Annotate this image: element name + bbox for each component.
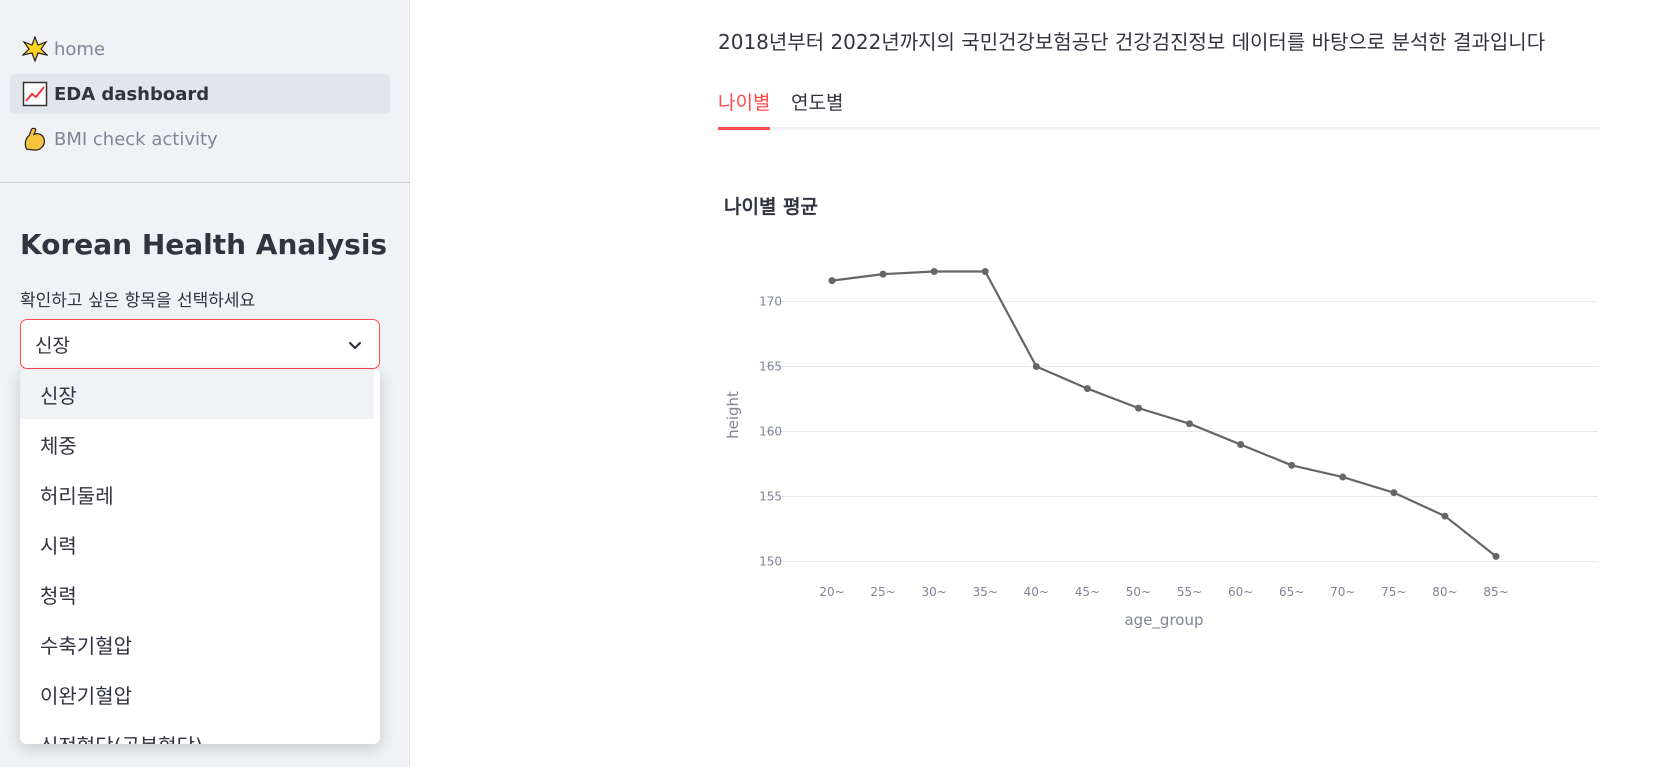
main-content: 2018년부터 2022년까지의 국민건강보험공단 건강검진정보 데이터를 바탕…	[410, 0, 1677, 767]
select-dropdown: 신장 체중 허리둘레 시력 청력 수축기혈압 이완기혈압 식전혈당(공복혈당)	[20, 369, 380, 744]
line-chart: 150 155 160 165 170 20~ 25~ 30~ 35~ 40~ 45~ 50~ 55~ 6…	[724, 268, 1598, 630]
x-tick-label: 35~	[973, 585, 998, 599]
data-point	[1032, 362, 1040, 370]
sidebar-nav: home EDA dashboard BMI check activity	[10, 29, 390, 164]
sidebar: home EDA dashboard BMI check activity Ko…	[0, 0, 410, 767]
nav-item-eda-dashboard[interactable]: EDA dashboard	[10, 74, 390, 114]
dropdown-option[interactable]: 신장	[20, 369, 374, 419]
y-tick-label: 170	[759, 294, 782, 308]
x-tick-label: 30~	[921, 585, 946, 599]
dropdown-option[interactable]: 체중	[40, 433, 77, 458]
data-point	[1083, 385, 1091, 393]
y-tick-label: 150	[759, 555, 782, 569]
y-tick-label: 155	[759, 490, 782, 504]
x-tick-label: 55~	[1177, 585, 1202, 599]
chart-title: 나이별 평균	[724, 196, 819, 218]
data-point	[1441, 512, 1449, 520]
data-point	[1237, 441, 1245, 449]
data-point	[1339, 473, 1347, 481]
dropdown-option[interactable]: 시력	[40, 533, 77, 558]
sidebar-divider	[0, 182, 410, 183]
flexed-biceps-icon	[22, 126, 48, 152]
data-point	[1134, 404, 1142, 412]
nav-item-bmi-check-activity[interactable]: BMI check activity	[10, 119, 390, 159]
dropdown-option[interactable]: 수축기혈압	[40, 633, 132, 658]
series-line	[831, 270, 1497, 558]
nav-item-label: home	[54, 38, 106, 60]
tab-bar: 나이별 연도별	[718, 84, 1600, 130]
tab-by-age[interactable]: 나이별	[718, 88, 771, 130]
x-tick-label: 85~	[1483, 585, 1508, 599]
x-axis-title: age_group	[1124, 611, 1203, 630]
nav-item-home[interactable]: home	[10, 29, 390, 69]
chevron-down-icon[interactable]	[347, 337, 363, 353]
dropdown-option[interactable]: 청력	[40, 583, 77, 608]
data-point	[1186, 420, 1194, 428]
x-tick-label: 65~	[1279, 585, 1304, 599]
intro-text: 2018년부터 2022년까지의 국민건강보험공단 건강검진정보 데이터를 바탕…	[718, 30, 1546, 54]
x-tick-label: 80~	[1432, 585, 1457, 599]
data-point	[1390, 489, 1398, 497]
chart-increasing-icon	[22, 81, 48, 107]
nav-item-label: EDA dashboard	[54, 83, 210, 105]
x-tick-label: 70~	[1330, 585, 1355, 599]
dropdown-option[interactable]: 식전혈당(공복혈당)	[20, 719, 380, 745]
x-tick-label: 45~	[1075, 585, 1100, 599]
data-point	[930, 268, 938, 276]
y-axis-title: height	[724, 391, 742, 439]
data-point	[981, 268, 989, 276]
select-value: 신장	[35, 334, 70, 357]
sidebar-title: Korean Health Analysis	[20, 228, 388, 261]
star-icon	[22, 36, 48, 62]
x-tick-label: 60~	[1228, 585, 1253, 599]
nav-item-label: BMI check activity	[54, 128, 218, 150]
x-tick-label: 25~	[870, 585, 895, 599]
dropdown-option[interactable]: 이완기혈압	[40, 683, 132, 708]
select-label: 확인하고 싶은 항목을 선택하세요	[20, 291, 256, 311]
data-point	[879, 270, 887, 278]
dropdown-option[interactable]: 허리둘레	[40, 483, 114, 508]
x-tick-label: 75~	[1381, 585, 1406, 599]
metric-select[interactable]: 신장	[20, 319, 380, 369]
y-tick-label: 165	[759, 359, 782, 373]
x-tick-label: 50~	[1126, 585, 1151, 599]
data-point	[1288, 461, 1296, 469]
tab-by-year[interactable]: 연도별	[791, 92, 844, 114]
data-point	[1492, 552, 1500, 560]
x-tick-label: 20~	[819, 585, 844, 599]
y-tick-label: 160	[759, 425, 782, 439]
x-tick-label: 40~	[1024, 585, 1049, 599]
data-point	[828, 277, 836, 285]
